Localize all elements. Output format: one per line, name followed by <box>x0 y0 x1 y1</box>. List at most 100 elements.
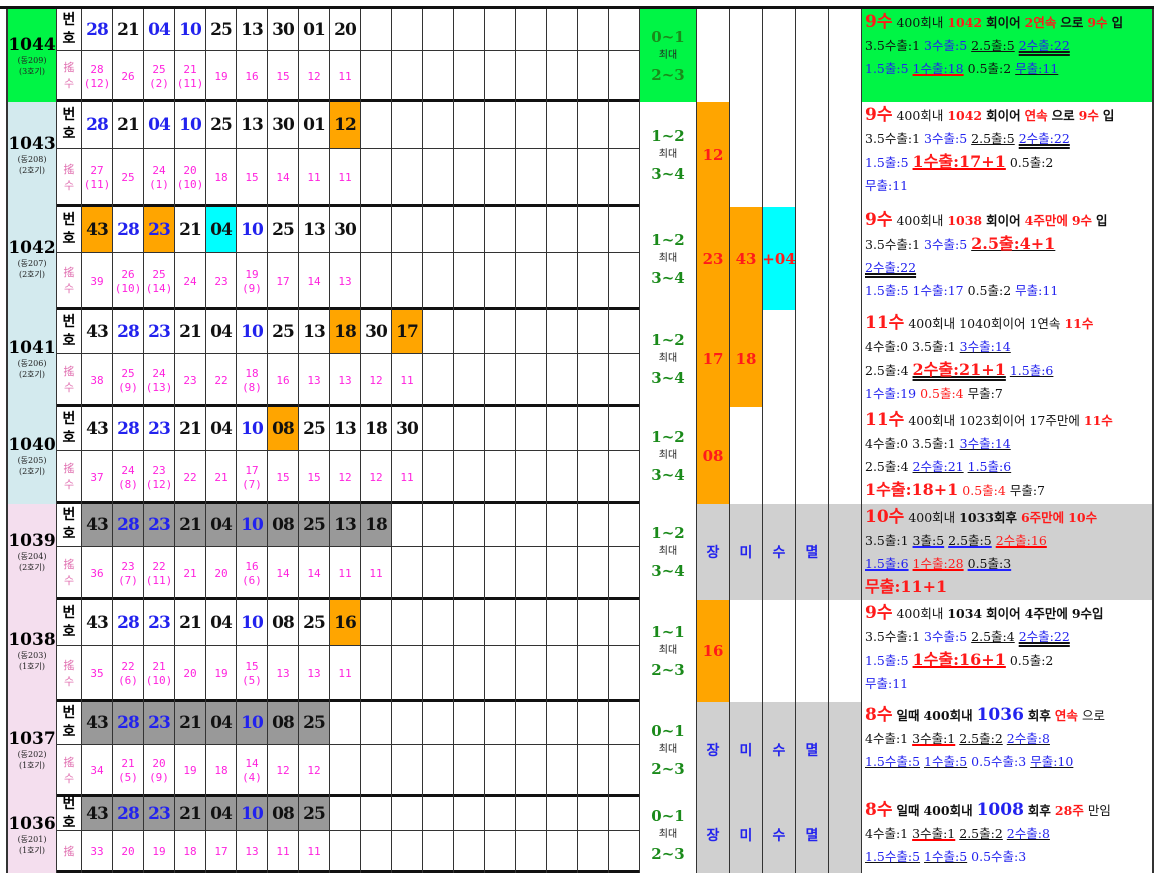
count-cell[interactable]: 17 (7) <box>237 451 268 504</box>
number-cell[interactable]: 04 <box>206 207 237 252</box>
number-cell[interactable]: 08 <box>268 504 299 546</box>
number-cell[interactable] <box>454 504 485 546</box>
count-cell[interactable]: 11 <box>330 149 361 207</box>
number-cell[interactable] <box>454 600 485 645</box>
number-cell[interactable]: 23 <box>144 797 175 830</box>
number-cell[interactable] <box>423 310 454 353</box>
count-cell[interactable]: 20 <box>175 646 206 702</box>
number-cell[interactable]: 25 <box>268 310 299 353</box>
count-cell[interactable] <box>547 646 578 702</box>
number-cell[interactable]: 28 <box>82 9 113 50</box>
extra-cell[interactable] <box>796 600 829 702</box>
count-cell[interactable] <box>516 149 547 207</box>
number-cell[interactable] <box>485 407 516 450</box>
count-cell[interactable]: 15 <box>268 51 299 102</box>
number-cell[interactable]: 21 <box>175 407 206 450</box>
number-cell[interactable]: 43 <box>82 310 113 353</box>
count-cell[interactable]: 25 (9) <box>113 354 144 407</box>
number-cell[interactable] <box>454 102 485 148</box>
count-cell[interactable]: 20 (9) <box>144 745 175 797</box>
number-cell[interactable]: 25 <box>299 600 330 645</box>
number-cell[interactable] <box>609 600 640 645</box>
number-cell[interactable]: 10 <box>237 504 268 546</box>
number-cell[interactable]: 10 <box>175 9 206 50</box>
number-cell[interactable]: 04 <box>206 407 237 450</box>
number-cell[interactable] <box>392 207 423 252</box>
count-cell[interactable]: 36 <box>82 547 113 600</box>
number-cell[interactable] <box>423 702 454 744</box>
number-cell[interactable]: 04 <box>144 102 175 148</box>
number-cell[interactable] <box>361 702 392 744</box>
number-cell[interactable]: 21 <box>175 207 206 252</box>
extra-cell[interactable] <box>796 102 829 207</box>
count-cell[interactable] <box>609 354 640 407</box>
number-cell[interactable]: 17 <box>392 310 423 353</box>
count-cell[interactable] <box>454 354 485 407</box>
number-cell[interactable] <box>392 102 423 148</box>
count-cell[interactable]: 26 (10) <box>113 253 144 310</box>
number-cell[interactable]: 01 <box>299 102 330 148</box>
extra-cell[interactable]: 08 <box>697 407 730 504</box>
extra-cell[interactable]: 23 <box>697 207 730 310</box>
count-cell[interactable]: 12 <box>299 51 330 102</box>
count-cell[interactable] <box>516 646 547 702</box>
count-cell[interactable]: 34 <box>82 745 113 797</box>
count-cell[interactable]: 14 <box>268 547 299 600</box>
extra-cell[interactable]: 미 <box>730 702 763 797</box>
count-cell[interactable] <box>454 253 485 310</box>
number-cell[interactable]: 10 <box>237 797 268 830</box>
count-cell[interactable] <box>516 451 547 504</box>
count-cell[interactable] <box>609 646 640 702</box>
number-cell[interactable]: 10 <box>175 102 206 148</box>
count-cell[interactable]: 27 (11) <box>82 149 113 207</box>
count-cell[interactable] <box>454 149 485 207</box>
extra-cell[interactable] <box>829 600 862 702</box>
count-cell[interactable] <box>361 149 392 207</box>
count-cell[interactable] <box>361 831 392 873</box>
number-cell[interactable]: 10 <box>237 207 268 252</box>
count-cell[interactable]: 13 <box>268 646 299 702</box>
count-cell[interactable] <box>609 253 640 310</box>
number-cell[interactable] <box>392 600 423 645</box>
count-cell[interactable]: 15 <box>268 451 299 504</box>
number-cell[interactable] <box>330 797 361 830</box>
number-cell[interactable] <box>609 207 640 252</box>
count-cell[interactable]: 11 <box>268 831 299 873</box>
number-cell[interactable]: 18 <box>361 504 392 546</box>
number-cell[interactable] <box>547 600 578 645</box>
number-cell[interactable] <box>361 9 392 50</box>
number-cell[interactable] <box>361 207 392 252</box>
count-cell[interactable]: 19 <box>206 646 237 702</box>
number-cell[interactable] <box>547 102 578 148</box>
count-cell[interactable] <box>578 831 609 873</box>
extra-cell[interactable] <box>829 797 862 873</box>
count-cell[interactable]: 33 <box>82 831 113 873</box>
extra-cell[interactable] <box>829 310 862 407</box>
extra-cell[interactable] <box>796 407 829 504</box>
extra-cell[interactable]: 16 <box>697 600 730 702</box>
number-cell[interactable] <box>423 9 454 50</box>
count-cell[interactable]: 24 <box>175 253 206 310</box>
count-cell[interactable] <box>578 51 609 102</box>
count-cell[interactable]: 16 <box>268 354 299 407</box>
number-cell[interactable]: 25 <box>299 504 330 546</box>
number-cell[interactable] <box>516 207 547 252</box>
number-cell[interactable] <box>516 600 547 645</box>
count-cell[interactable]: 21 <box>175 547 206 600</box>
extra-cell[interactable]: 수 <box>763 797 796 873</box>
number-cell[interactable]: 23 <box>144 702 175 744</box>
count-cell[interactable] <box>516 51 547 102</box>
count-cell[interactable] <box>485 547 516 600</box>
extra-cell[interactable] <box>796 310 829 407</box>
count-cell[interactable]: 15 <box>237 149 268 207</box>
round-cell[interactable]: 1039 (동204) (2호기) <box>6 504 57 600</box>
extra-cell[interactable]: 수 <box>763 702 796 797</box>
number-cell[interactable] <box>547 9 578 50</box>
number-cell[interactable] <box>485 102 516 148</box>
count-cell[interactable] <box>485 51 516 102</box>
number-cell[interactable]: 21 <box>175 504 206 546</box>
count-cell[interactable] <box>609 745 640 797</box>
count-cell[interactable]: 24 (13) <box>144 354 175 407</box>
number-cell[interactable] <box>485 600 516 645</box>
number-cell[interactable]: 08 <box>268 407 299 450</box>
